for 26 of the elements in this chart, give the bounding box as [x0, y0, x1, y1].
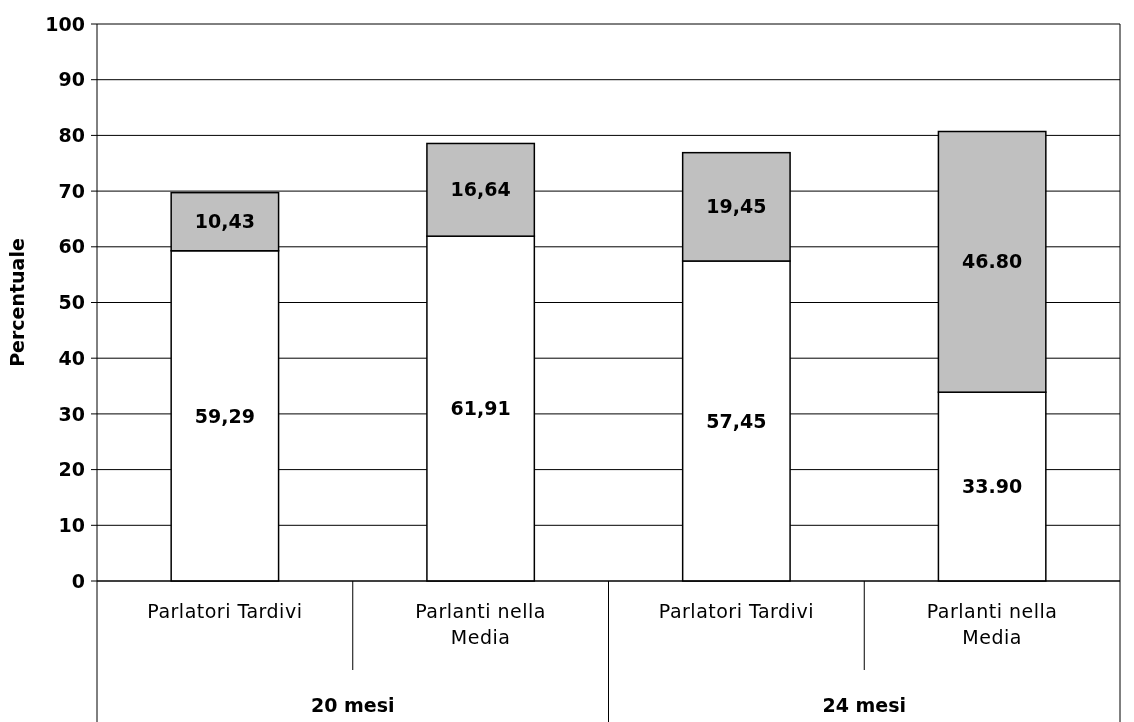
y-tick-label: 0 — [71, 569, 85, 592]
y-tick-label: 70 — [58, 179, 85, 202]
data-label: 19,45 — [706, 195, 767, 218]
x-tick-label: Parlanti nella Media — [415, 600, 546, 648]
x-tick-label: Parlatori Tardivi — [658, 600, 814, 622]
data-label: 10,43 — [194, 210, 255, 233]
y-tick-label: 40 — [58, 346, 85, 369]
x-tick-label: Parlatori Tardivi — [147, 600, 303, 622]
y-tick-label: 100 — [45, 12, 85, 35]
text: 24 mesi — [822, 694, 907, 716]
text: 20 mesi — [310, 694, 395, 716]
y-tick-label: 30 — [58, 402, 85, 425]
y-tick-label: 80 — [58, 124, 85, 147]
data-label: 61,91 — [450, 397, 511, 420]
y-tick-label: 20 — [58, 458, 85, 481]
y-axis-title: Percentuale — [6, 238, 28, 367]
data-label: 16,64 — [450, 178, 511, 201]
data-label: 57,45 — [706, 409, 767, 432]
y-tick-label: 90 — [58, 68, 85, 91]
data-label: 33.90 — [962, 475, 1023, 498]
x-tick-label: Parlanti nella Media — [926, 600, 1058, 648]
data-label: 46.80 — [962, 250, 1023, 273]
y-tick-label: 50 — [58, 291, 85, 314]
data-label: 59,29 — [194, 404, 255, 427]
y-tick-label: 60 — [58, 235, 85, 258]
y-tick-label: 10 — [58, 513, 85, 536]
